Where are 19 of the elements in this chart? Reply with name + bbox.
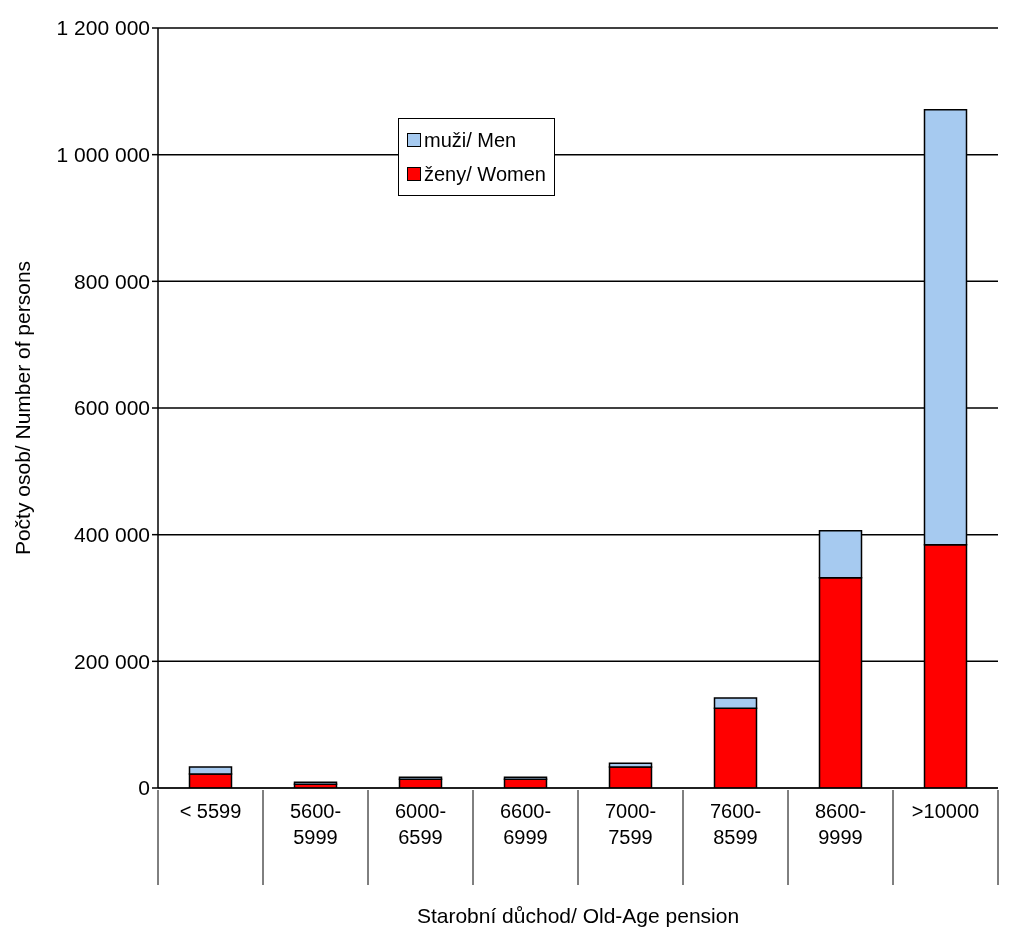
y-tick-label: 1 000 000: [56, 143, 150, 167]
x-tick-label: < 5599: [179, 800, 242, 822]
y-tick-label: 0: [138, 776, 150, 800]
x-tick-label: 8600-9999: [814, 800, 867, 848]
y-axis-title: Počty osob/ Number of persons: [11, 260, 35, 556]
x-tick-label: 7600-8599: [709, 800, 762, 848]
x-tick-label: 6600-6999: [499, 800, 552, 848]
x-tick-label: 7000-7599: [604, 800, 657, 848]
x-tick-label: 6000-6599: [394, 800, 447, 848]
y-tick-label: 400 000: [74, 523, 150, 547]
x-tick-label: 5600-5999: [289, 800, 342, 848]
x-tick-label: >10000: [911, 800, 980, 822]
y-tick-label: 800 000: [74, 269, 150, 293]
y-tick-label: 1 200 000: [56, 16, 150, 40]
legend-label: ženy/ Women: [424, 162, 546, 187]
x-axis-title: Starobní důchod/ Old-Age pension: [416, 904, 740, 927]
y-tick-label: 600 000: [74, 396, 150, 420]
legend-label: muži/ Men: [424, 128, 517, 153]
y-tick-label: 200 000: [74, 649, 150, 673]
